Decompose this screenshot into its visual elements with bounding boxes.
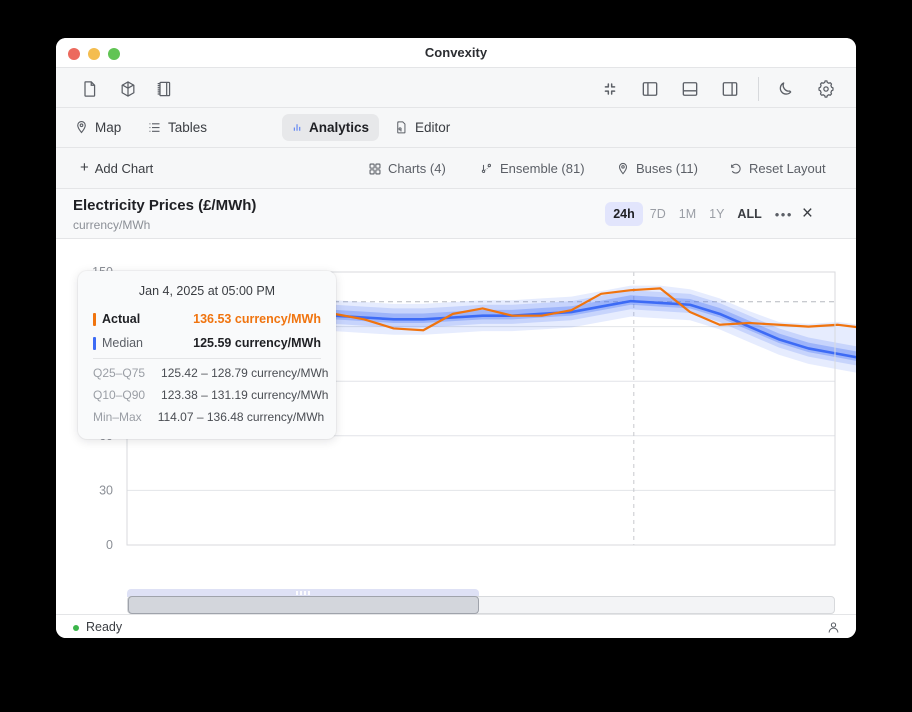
svg-text:0: 0: [106, 538, 113, 551]
svg-text:30: 30: [99, 483, 113, 497]
